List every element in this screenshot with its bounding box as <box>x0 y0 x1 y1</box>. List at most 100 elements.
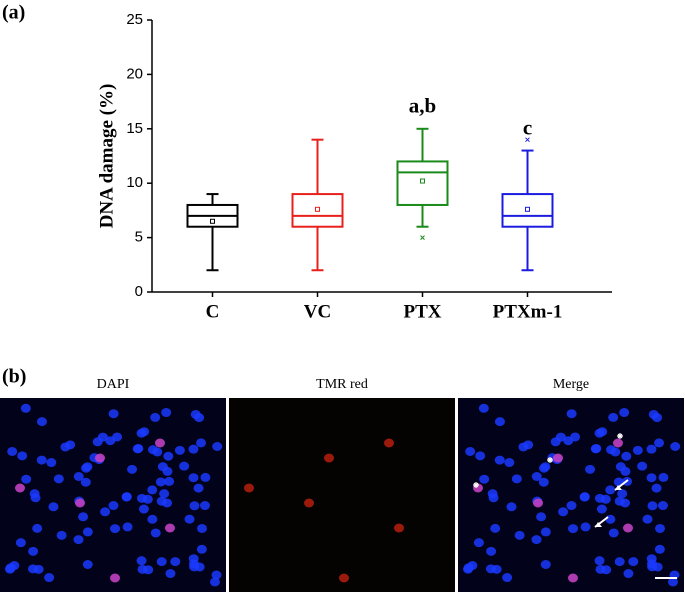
mean <box>315 206 320 212</box>
tunel-cell <box>304 498 314 508</box>
tunel-cell <box>75 498 85 508</box>
nucleus <box>504 458 515 468</box>
nucleus <box>485 564 496 574</box>
image-label: DAPI <box>97 377 130 392</box>
nucleus <box>540 527 551 537</box>
nucleus <box>21 474 32 484</box>
x-tick-label: C <box>206 301 220 322</box>
nucleus <box>133 443 144 453</box>
nucleus <box>647 501 658 511</box>
nucleus <box>188 554 199 564</box>
nucleus <box>17 451 28 461</box>
mean <box>525 206 530 212</box>
nucleus <box>100 507 111 517</box>
nucleus <box>196 544 207 554</box>
nucleus <box>174 445 185 455</box>
nucleus <box>531 472 542 482</box>
nucleus <box>620 498 631 508</box>
nucleus <box>142 494 153 504</box>
nucleus <box>538 477 549 487</box>
nucleus <box>591 443 602 453</box>
nucleus <box>162 466 173 476</box>
nucleus <box>605 514 616 524</box>
arrow-head <box>615 485 622 490</box>
y-tick-label: 5 <box>135 229 143 246</box>
tunel-cell <box>165 523 175 533</box>
nucleus <box>490 523 501 533</box>
nucleus <box>44 573 55 583</box>
nucleus <box>162 498 173 508</box>
nucleus <box>473 538 484 548</box>
nucleus <box>7 446 18 456</box>
nucleus <box>196 438 207 448</box>
nucleus <box>506 502 517 512</box>
nucleus <box>657 501 668 511</box>
panel-label: (b) <box>2 366 26 388</box>
nucleus <box>585 464 596 474</box>
nucleus <box>502 573 513 583</box>
nucleus <box>511 474 522 484</box>
nucleus <box>642 514 653 524</box>
nucleus <box>654 438 665 448</box>
asterisk <box>617 433 623 439</box>
nucleus <box>518 442 529 452</box>
tunel-cell <box>533 498 543 508</box>
nucleus <box>53 474 64 484</box>
nucleus <box>179 461 190 471</box>
nucleus <box>487 489 498 499</box>
nucleus <box>494 455 505 465</box>
micrograph <box>229 398 455 592</box>
image-label: Merge <box>553 377 589 392</box>
nucleus <box>594 556 605 566</box>
tunel-cell <box>384 438 394 448</box>
nucleus <box>646 554 657 564</box>
nucleus <box>60 442 71 452</box>
asterisk <box>547 457 553 463</box>
nucleus <box>15 538 26 548</box>
nucleus <box>155 477 166 487</box>
tunel-cell <box>339 573 349 583</box>
nucleus <box>200 472 211 482</box>
nucleus <box>108 409 119 419</box>
x-tick-label: PTXm-1 <box>493 301 563 322</box>
nucleus <box>161 408 172 418</box>
y-tick-label: 0 <box>135 283 143 300</box>
y-axis-label: DNA damage (%) <box>96 84 117 229</box>
nucleus <box>78 512 89 522</box>
nucleus <box>122 522 133 532</box>
nucleus <box>193 483 204 493</box>
nucleus <box>156 557 167 567</box>
nucleus <box>197 523 208 533</box>
nucleus <box>32 523 43 533</box>
nucleus <box>82 527 93 537</box>
nucleus <box>614 557 625 567</box>
nucleus <box>646 444 657 454</box>
nucleus <box>138 504 149 514</box>
nucleus <box>595 564 606 574</box>
nucleus <box>566 501 577 511</box>
y-tick-label: 25 <box>126 11 143 28</box>
nucleus <box>568 524 579 534</box>
nucleus <box>623 569 634 579</box>
outlier <box>420 235 425 240</box>
nucleus <box>56 530 67 540</box>
x-tick-label: PTX <box>404 301 442 322</box>
y-tick-label: 20 <box>126 65 143 82</box>
nucleus <box>36 417 47 427</box>
nucleus <box>539 463 550 473</box>
nucleus <box>648 409 659 419</box>
nucleus <box>105 436 116 446</box>
nucleus <box>651 483 662 493</box>
nucleus <box>514 530 525 540</box>
nucleus <box>596 504 607 514</box>
nucleus <box>617 489 628 499</box>
asterisk <box>473 482 479 488</box>
nucleus <box>82 559 93 569</box>
nucleus <box>148 445 159 455</box>
box <box>291 193 344 228</box>
nucleus <box>137 564 148 574</box>
nucleus <box>97 432 108 442</box>
tunel-cell <box>553 453 563 463</box>
nucleus <box>597 427 608 437</box>
